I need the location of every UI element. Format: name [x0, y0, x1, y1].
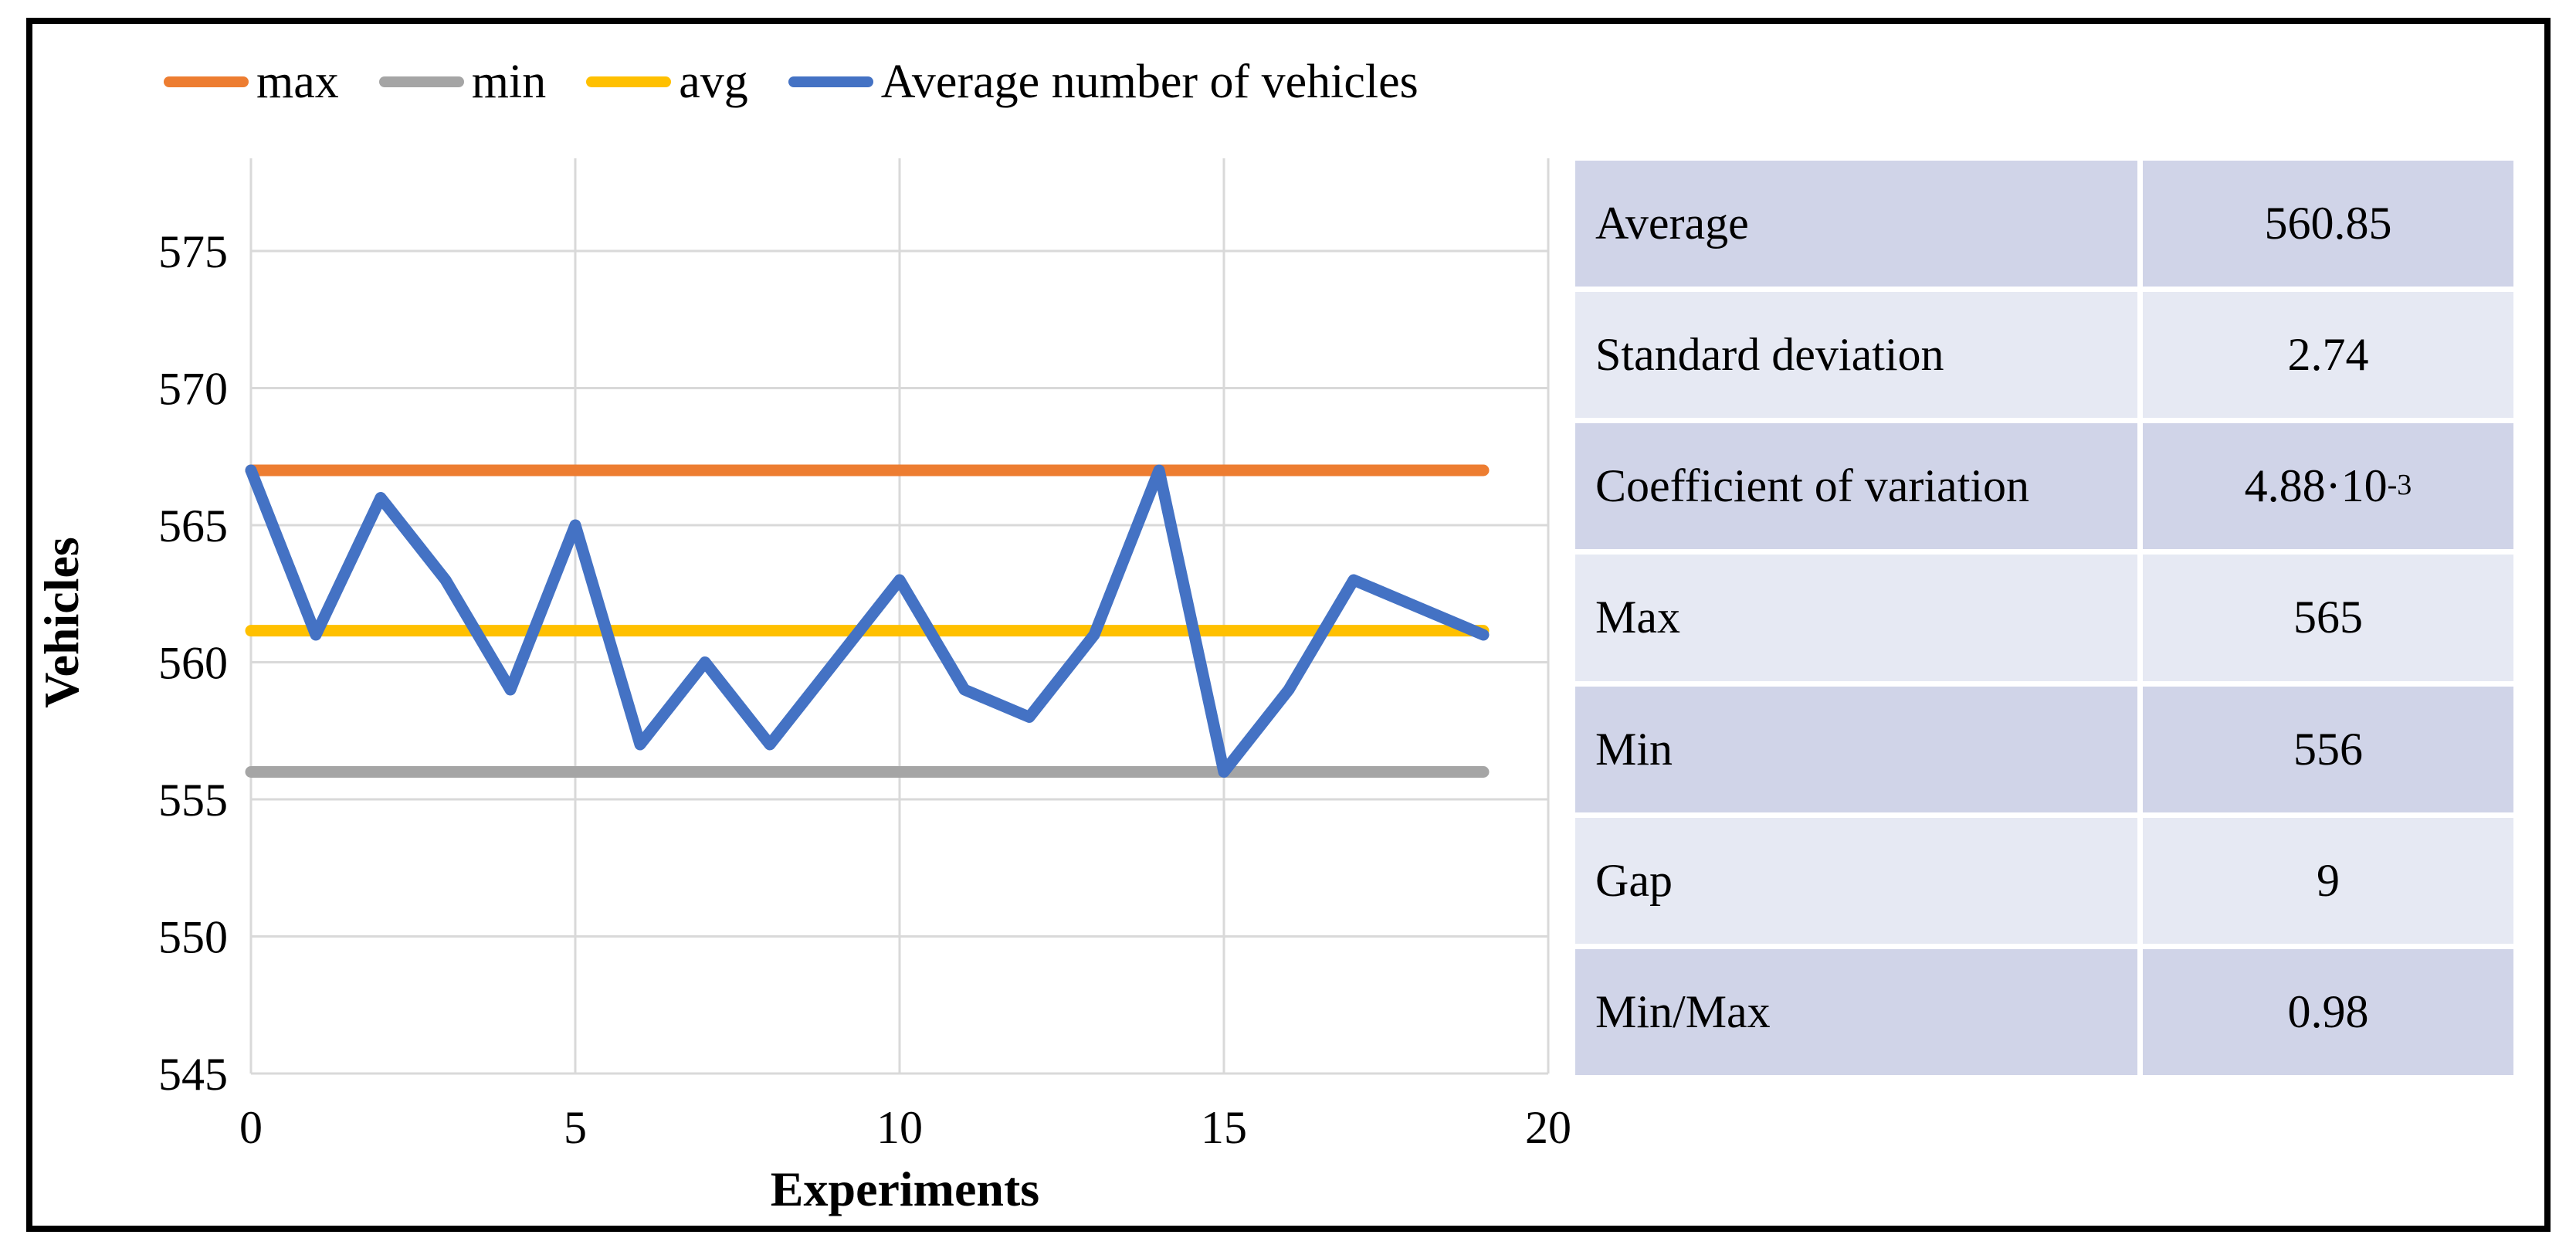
y-tick-label: 555 — [158, 775, 228, 826]
value-text: 565 — [2293, 592, 2363, 643]
chart-legend: max min avg Average number of vehicles — [164, 51, 1418, 113]
x-tick-label: 5 — [564, 1102, 587, 1153]
value-text: 556 — [2293, 723, 2363, 775]
row-value: 0.98 — [2143, 948, 2513, 1075]
legend-item-max: max — [164, 58, 339, 106]
table-row-standard-deviation: Standard deviation 2.74 — [1575, 292, 2513, 419]
row-value: 560.85 — [2143, 161, 2513, 287]
row-label: Gap — [1575, 817, 2137, 944]
value-text: 2.74 — [2287, 329, 2369, 381]
x-axis-title: Experiments — [770, 1162, 1040, 1216]
legend-label-average-number-of-vehicles: Average number of vehicles — [880, 56, 1418, 108]
row-value: 9 — [2143, 817, 2513, 944]
legend-label-max: max — [256, 56, 339, 108]
x-tick-label: 0 — [239, 1102, 263, 1153]
x-tick-label: 20 — [1525, 1102, 1571, 1153]
y-tick-label: 570 — [158, 364, 228, 415]
legend-label-min: min — [471, 56, 547, 108]
table-row-average: Average 560.85 — [1575, 161, 2513, 287]
value-text: 0.98 — [2287, 985, 2369, 1037]
table-row-gap: Gap 9 — [1575, 817, 2513, 944]
y-tick-label: 575 — [158, 226, 228, 277]
value-text: 9 — [2317, 854, 2340, 906]
row-label: Average — [1575, 161, 2137, 287]
row-value: 565 — [2143, 555, 2513, 681]
x-tick-label: 15 — [1201, 1102, 1247, 1153]
legend-item-min: min — [378, 56, 547, 108]
data-series-line — [245, 464, 1490, 778]
row-label: Max — [1575, 555, 2137, 681]
max-line-swatch-icon — [164, 76, 249, 87]
y-tick-label: 565 — [158, 500, 228, 551]
figure-border-frame — [26, 18, 2551, 1232]
row-value: 4.88·10 -3 — [2143, 423, 2513, 550]
row-label: Min — [1575, 686, 2137, 812]
table-row-coefficient-of-variation: Coefficient of variation 4.88·10 -3 — [1575, 423, 2513, 550]
avg-line-swatch-icon — [586, 76, 672, 87]
row-value: 556 — [2143, 686, 2513, 812]
value-text: 4.88·10 — [2244, 460, 2388, 512]
series-line-swatch-icon — [788, 76, 873, 87]
row-label: Standard deviation — [1575, 292, 2137, 419]
row-value: 2.74 — [2143, 292, 2513, 419]
y-tick-label: 545 — [158, 1049, 228, 1100]
legend-item-average-number-of-vehicles: Average number of vehicles — [788, 58, 1418, 106]
statistics-table: Average 560.85 Standard deviation 2.74 C… — [1575, 161, 2513, 1075]
y-tick-label: 550 — [158, 912, 228, 963]
row-label: Min/Max — [1575, 948, 2137, 1075]
min-line-swatch-icon — [378, 76, 464, 87]
legend-item-avg: avg — [586, 58, 748, 106]
y-axis-title: Vehicles — [34, 537, 89, 708]
legend-label-avg: avg — [679, 56, 748, 108]
table-row-min: Min 556 — [1575, 686, 2513, 812]
y-tick-label: 560 — [158, 638, 228, 689]
table-row-min-max: Min/Max 0.98 — [1575, 948, 2513, 1075]
value-text: 560.85 — [2264, 198, 2392, 249]
x-tick-label: 10 — [876, 1102, 923, 1153]
row-label: Coefficient of variation — [1575, 423, 2137, 550]
table-row-max: Max 565 — [1575, 555, 2513, 681]
